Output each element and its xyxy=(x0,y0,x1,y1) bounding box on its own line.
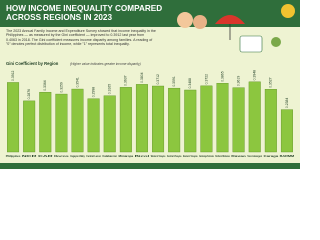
bar xyxy=(103,95,116,153)
value-label: 0.3541 xyxy=(75,77,79,87)
bar xyxy=(39,91,52,153)
note: (Higher value indicates greater income d… xyxy=(70,62,141,66)
value-label: 0.2384 xyxy=(285,98,289,108)
value-label: 0.3591 xyxy=(172,76,176,86)
value-label: 0.3527 xyxy=(269,77,273,87)
report-icon xyxy=(239,35,263,53)
value-label: 0.3364 xyxy=(43,80,47,90)
x-tick-label: BARMM xyxy=(280,155,295,158)
x-tick-label: Philippines xyxy=(6,155,21,158)
x-tick-label: Soccsksargen xyxy=(247,155,262,158)
bar xyxy=(23,100,36,153)
umbrella-icon xyxy=(215,15,245,24)
bar xyxy=(200,85,213,153)
x-tick-label: NCR xyxy=(22,155,37,158)
x-tick-label: Central Luzon xyxy=(86,155,101,158)
bar xyxy=(248,81,261,153)
x-tick-label: Western Visayas xyxy=(151,155,166,158)
value-label: 0.3165 xyxy=(108,84,112,94)
x-tick-label: Eastern Visayas xyxy=(183,155,198,158)
bar xyxy=(168,87,181,153)
bar xyxy=(7,82,20,153)
x-tick-label: Calabarzon xyxy=(102,155,117,158)
chart-title: HOW INCOME INEQUALITY COMPARED ACROSS RE… xyxy=(6,4,163,22)
infographic: Gini Coefficient by Region (Higher value… xyxy=(0,0,300,169)
value-label: 0.3637 xyxy=(124,75,128,85)
header-band xyxy=(0,0,300,27)
value-label: 0.3619 xyxy=(237,76,241,86)
x-tick-label: Mimaropa xyxy=(119,155,134,158)
value-label: 0.2876 xyxy=(27,89,31,99)
value-label: 0.3488 xyxy=(188,78,192,88)
bar xyxy=(232,87,245,153)
value-label: 0.3948 xyxy=(253,70,257,80)
x-tick-label: Davao xyxy=(231,155,247,158)
bar xyxy=(55,93,68,153)
subtitle: The 2023 Annual Family Income and Expend… xyxy=(6,29,156,47)
x-tick-label: Caraga xyxy=(264,155,280,158)
value-label: 0.2998 xyxy=(92,87,96,97)
logo xyxy=(281,4,295,18)
family-icon xyxy=(177,12,193,28)
value-label: 0.3259 xyxy=(59,82,63,92)
x-tick-label: Zamboanga Peninsula xyxy=(199,155,214,158)
x-tick-label: Central Visayas xyxy=(167,155,182,158)
value-label: 0.3804 xyxy=(140,72,144,82)
bar xyxy=(119,87,132,153)
bar xyxy=(184,89,197,153)
x-tick-label: CAR xyxy=(38,155,53,158)
x-tick-label: Bicol xyxy=(135,155,150,158)
value-label: 0.3712 xyxy=(156,74,160,84)
value-label: 0.3865 xyxy=(220,71,224,81)
axis-label: Gini Coefficient by Region xyxy=(6,61,59,66)
value-label: 0.3722 xyxy=(204,74,208,84)
family-icon xyxy=(193,15,207,29)
x-tick-label: Northern Mindanao xyxy=(215,155,230,158)
value-label: 0.3912 xyxy=(11,70,15,80)
bar xyxy=(87,98,100,153)
footer-band xyxy=(0,163,300,169)
bar xyxy=(152,85,165,153)
bar xyxy=(216,83,229,153)
bar xyxy=(280,109,293,153)
bar xyxy=(264,89,277,153)
x-tick-label: Cagayan Valley xyxy=(70,155,85,158)
bar xyxy=(135,84,148,153)
x-tick-label: Ilocos xyxy=(54,155,70,158)
bar xyxy=(71,88,84,153)
money-icon xyxy=(271,37,281,47)
chart: Gini Coefficient by Region (Higher value… xyxy=(0,0,300,169)
